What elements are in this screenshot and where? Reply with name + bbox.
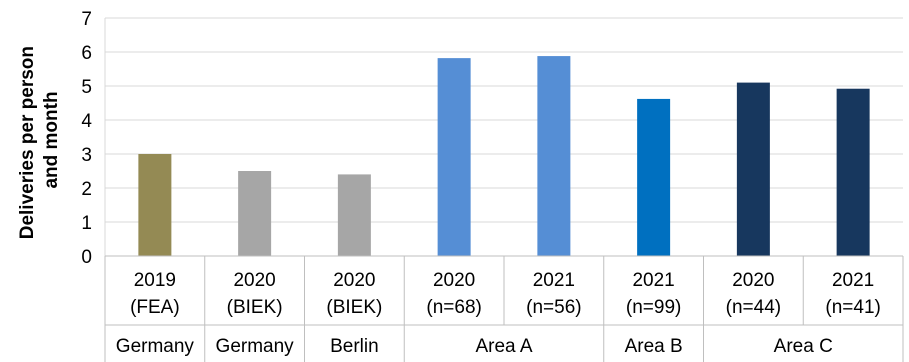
y-tick-label: 7: [81, 9, 92, 30]
x-tick-year: 2019: [134, 270, 176, 291]
x-group-label: Area B: [625, 336, 683, 357]
x-tick-year: 2020: [233, 270, 275, 291]
gridlines: [105, 17, 903, 223]
x-group-label: Area A: [475, 336, 532, 357]
x-group-label: Germany: [216, 336, 295, 357]
bar: [437, 58, 471, 257]
y-tick-label: 2: [81, 179, 92, 200]
x-group-label: Berlin: [330, 336, 379, 357]
bar: [836, 88, 870, 256]
bar: [138, 154, 172, 256]
x-tick-year: 2021: [533, 270, 575, 291]
x-category-labels: 2019 (FEA) 2020 (BIEK) 2020 (BIEK) 2020 (n=68) 2…: [130, 270, 881, 318]
x-group-labels: Germany Germany Berlin Area A Area B Area C: [116, 336, 833, 357]
bar: [537, 56, 571, 256]
bar: [337, 174, 371, 256]
x-tick-year: 2020: [732, 270, 774, 291]
x-tick-sublabel: (n=44): [726, 297, 781, 318]
bar: [637, 98, 671, 256]
x-tick-sublabel: (n=41): [825, 297, 880, 318]
axes: [104, 18, 904, 362]
x-tick-sublabel: (n=56): [526, 297, 581, 318]
x-tick-year: 2020: [433, 270, 475, 291]
y-tick-label: 6: [81, 43, 92, 64]
y-axis-label: Deliveries per person and month: [17, 41, 62, 240]
y-axis-label-line-2: and month: [41, 91, 62, 188]
x-group-label: Area C: [774, 336, 833, 357]
y-tick-label: 5: [81, 77, 92, 98]
y-axis-label-line-1: Deliveries per person: [17, 46, 38, 239]
x-tick-sublabel: (n=99): [626, 297, 681, 318]
bars: [138, 56, 870, 257]
y-tick-label: 0: [81, 247, 92, 268]
x-group-label: Germany: [116, 336, 195, 357]
x-tick-year: 2021: [832, 270, 874, 291]
x-tick-sublabel: (BIEK): [227, 297, 283, 318]
x-tick-year: 2020: [333, 270, 375, 291]
x-tick-sublabel: (BIEK): [326, 297, 382, 318]
y-tick-label: 1: [81, 213, 92, 234]
y-tick-labels: 0 1 2 3 4 5 6 7: [81, 9, 92, 268]
bar: [736, 82, 770, 256]
y-tick-label: 4: [81, 111, 92, 132]
x-tick-sublabel: (FEA): [130, 297, 180, 318]
bar: [238, 171, 272, 256]
y-tick-label: 3: [81, 145, 92, 166]
x-tick-year: 2021: [632, 270, 674, 291]
x-tick-sublabel: (n=68): [426, 297, 481, 318]
